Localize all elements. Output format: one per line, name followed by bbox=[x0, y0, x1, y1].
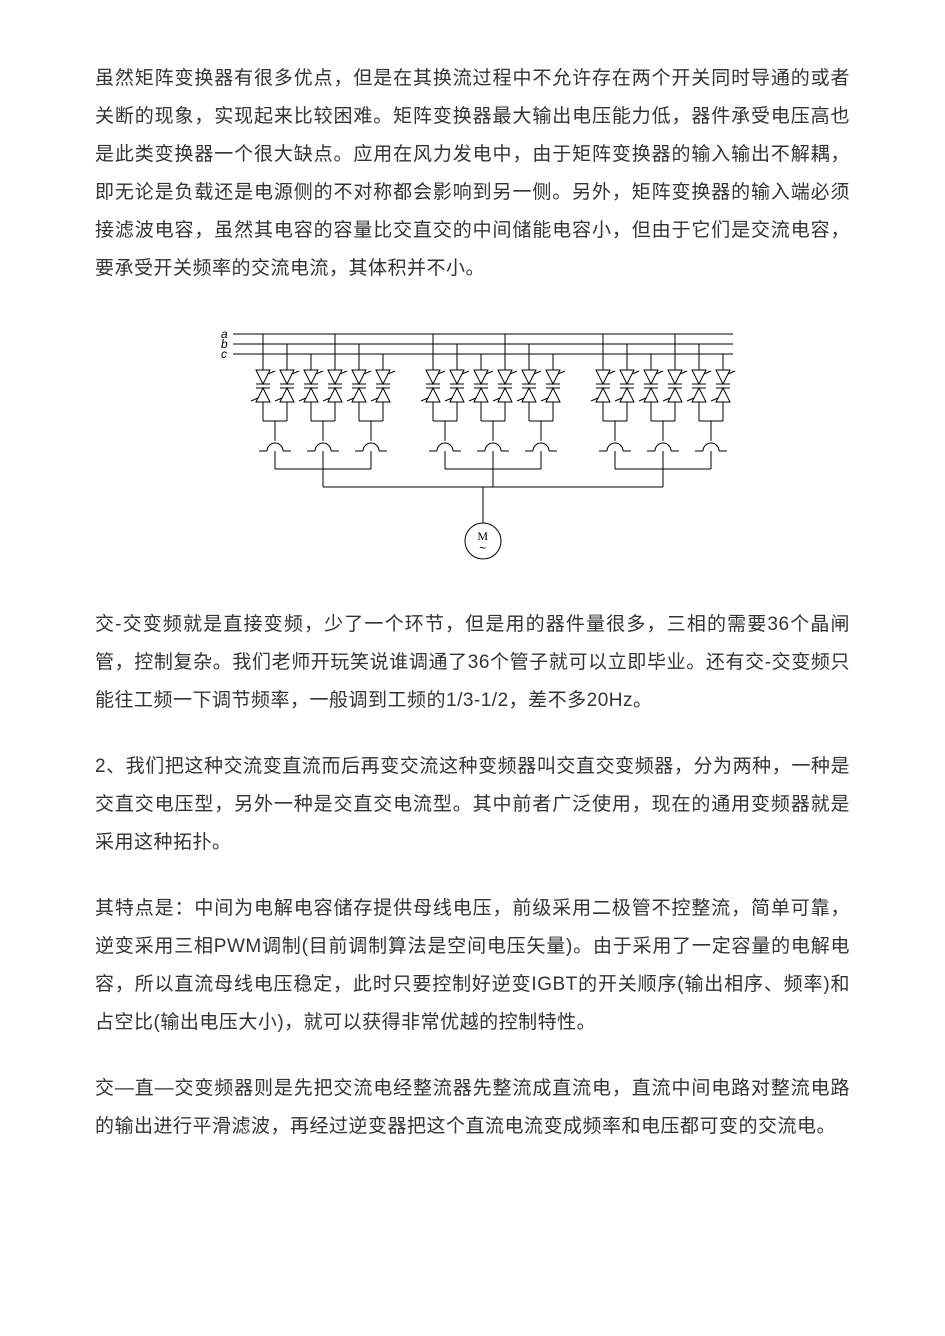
svg-text:c: c bbox=[221, 347, 228, 361]
paragraph-3: 2、我们把这种交流变直流而后再变交流这种变频器叫交直交变频器，分为两种，一种是交… bbox=[95, 748, 850, 862]
paragraph-1: 虽然矩阵变换器有很多优点，但是在其换流过程中不允许存在两个开关同时导通的或者关断… bbox=[95, 60, 850, 288]
document-page: 虽然矩阵变换器有很多优点，但是在其换流过程中不允许存在两个开关同时导通的或者关断… bbox=[0, 0, 945, 1234]
matrix-converter-circuit-diagram: abcM~ bbox=[193, 316, 753, 576]
paragraph-5: 交—直—交变频器则是先把交流电经整流器先整流成直流电，直流中间电路对整流电路的输… bbox=[95, 1070, 850, 1146]
circuit-diagram-container: abcM~ bbox=[95, 316, 850, 576]
svg-text:~: ~ bbox=[479, 541, 487, 555]
paragraph-4: 其特点是：中间为电解电容储存提供母线电压，前级采用二极管不控整流，简单可靠，逆变… bbox=[95, 890, 850, 1042]
paragraph-2: 交-交变频就是直接变频，少了一个环节，但是用的器件量很多，三相的需要36个晶闸管… bbox=[95, 606, 850, 720]
